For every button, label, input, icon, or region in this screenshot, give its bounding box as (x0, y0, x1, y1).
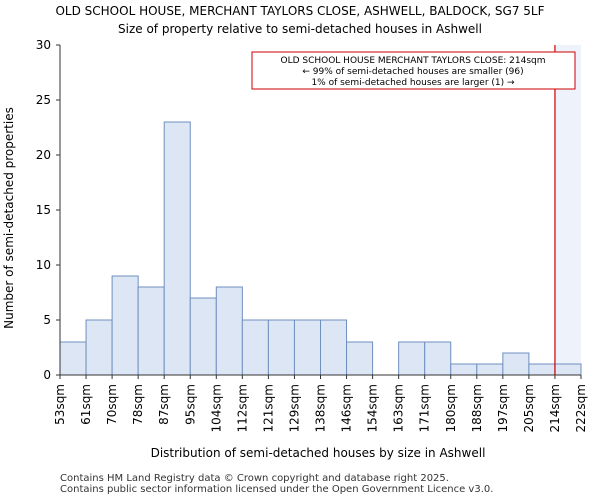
bar-121sqm (267, 319, 295, 376)
bar-214sqm (554, 363, 582, 376)
chart-subtitle: Size of property relative to semi-detach… (118, 22, 482, 36)
x-tick-label: 129sqm (287, 384, 301, 432)
y-ticks-group: 0 5 10 15 20 25 30 (36, 38, 60, 382)
bars-group (59, 121, 582, 376)
x-tick-label: 104sqm (209, 384, 223, 432)
bar-61sqm (85, 319, 113, 376)
y-tick-label: 10 (36, 258, 51, 272)
x-tick-label: 163sqm (392, 384, 406, 432)
bar-104sqm (215, 286, 243, 376)
x-tick-label: 138sqm (314, 384, 328, 432)
x-tick-label: 87sqm (157, 384, 171, 425)
highlight-region (554, 45, 581, 375)
x-tick-label: 171sqm (418, 384, 432, 432)
x-tick-label: 214sqm (548, 384, 562, 432)
x-tick-label: 78sqm (131, 384, 145, 425)
x-tick-label: 146sqm (340, 384, 354, 432)
x-tick-label: 95sqm (183, 384, 197, 425)
x-tick-label: 70sqm (105, 384, 119, 425)
x-tick-label: 222sqm (574, 384, 588, 432)
chart-title: OLD SCHOOL HOUSE, MERCHANT TAYLORS CLOSE… (55, 4, 544, 18)
bar-180sqm (450, 363, 478, 376)
bar-163sqm (398, 341, 426, 376)
bar-171sqm (424, 341, 452, 376)
bar-112sqm (241, 319, 269, 376)
x-tick-label: 112sqm (235, 384, 249, 432)
y-tick-label: 0 (43, 368, 51, 382)
bar-205sqm (528, 363, 556, 376)
x-tick-label: 197sqm (496, 384, 510, 432)
x-tick-label: 188sqm (470, 384, 484, 432)
footer-copyright: Contains HM Land Registry data © Crown c… (60, 473, 449, 484)
bar-53sqm (59, 341, 87, 376)
x-ticks-group: 53sqm 61sqm 70sqm 78sqm 87sqm 95sqm 104sqm 112s… (53, 375, 588, 432)
x-tick-label: 154sqm (366, 384, 380, 432)
bar-95sqm (189, 297, 217, 376)
bar-146sqm (346, 341, 374, 376)
annotation-line-3: 1% of semi-detached houses are larger (1… (311, 78, 515, 88)
bar-188sqm (476, 363, 504, 376)
footer-licence: Contains public sector information licen… (60, 484, 494, 495)
y-tick-label: 25 (36, 93, 51, 107)
y-tick-label: 20 (36, 148, 51, 162)
annotation-box (251, 51, 576, 90)
bar-78sqm (137, 286, 165, 376)
y-tick-label: 5 (43, 313, 51, 327)
x-axis-label: Distribution of semi-detached houses by … (151, 446, 486, 460)
y-tick-label: 30 (36, 38, 51, 52)
bar-87sqm (163, 121, 191, 376)
annotation-line-1: OLD SCHOOL HOUSE MERCHANT TAYLORS CLOSE:… (280, 56, 545, 66)
x-tick-label: 53sqm (53, 384, 67, 425)
x-tick-label: 180sqm (444, 384, 458, 432)
annotation-line-2: ← 99% of semi-detached houses are smalle… (302, 67, 523, 77)
x-tick-label: 121sqm (261, 384, 275, 432)
bar-70sqm (111, 275, 139, 376)
bar-138sqm (320, 319, 348, 376)
bar-129sqm (293, 319, 322, 376)
y-axis-label: Number of semi-detached properties (2, 107, 16, 329)
y-tick-label: 15 (36, 203, 51, 217)
bar-197sqm (502, 352, 530, 376)
x-tick-label: 61sqm (79, 384, 93, 425)
x-tick-label: 205sqm (522, 384, 536, 432)
